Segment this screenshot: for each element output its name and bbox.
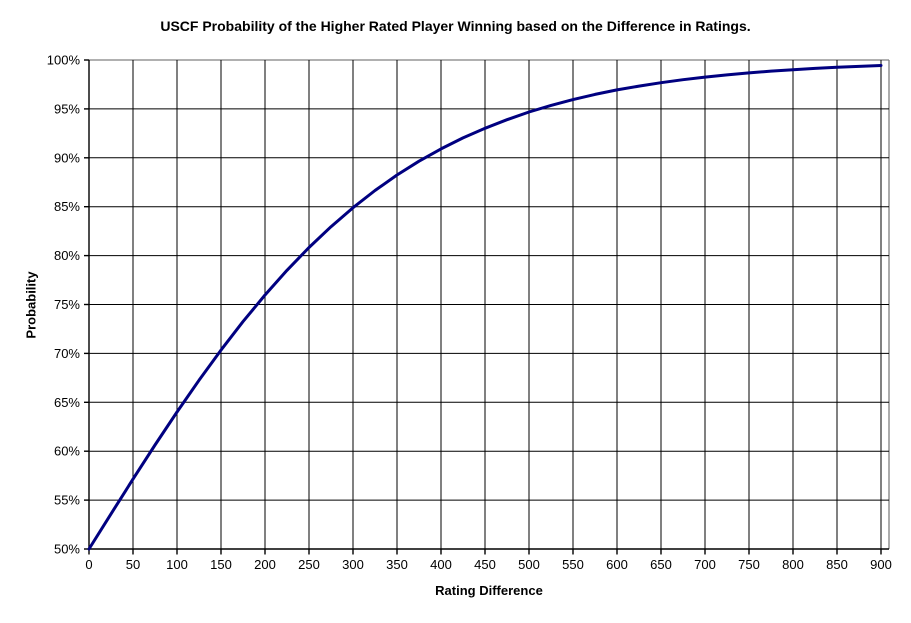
x-axis-title: Rating Difference xyxy=(435,583,543,598)
x-tick-label: 500 xyxy=(518,557,540,572)
x-tick-label: 100 xyxy=(166,557,188,572)
y-tick-label: 55% xyxy=(54,493,80,508)
y-tick-label: 70% xyxy=(54,346,80,361)
x-tick-label: 0 xyxy=(85,557,92,572)
x-tick-label: 150 xyxy=(210,557,232,572)
x-tick-label: 550 xyxy=(562,557,584,572)
chart-title: USCF Probability of the Higher Rated Pla… xyxy=(160,18,751,34)
x-tick-label: 350 xyxy=(386,557,408,572)
x-tick-label: 200 xyxy=(254,557,276,572)
y-tick-label: 100% xyxy=(47,53,81,68)
y-tick-label: 95% xyxy=(54,101,80,116)
y-tick-label: 50% xyxy=(54,542,80,557)
x-tick-label: 400 xyxy=(430,557,452,572)
x-tick-label: 50 xyxy=(126,557,140,572)
y-tick-label: 75% xyxy=(54,297,80,312)
x-tick-label: 700 xyxy=(694,557,716,572)
probability-curve xyxy=(87,64,883,551)
x-tick-label: 650 xyxy=(650,557,672,572)
y-tick-label: 85% xyxy=(54,199,80,214)
x-tick-label: 800 xyxy=(782,557,804,572)
y-tick-label: 90% xyxy=(54,150,80,165)
x-tick-label: 750 xyxy=(738,557,760,572)
x-tick-label: 450 xyxy=(474,557,496,572)
x-tick-label: 600 xyxy=(606,557,628,572)
x-tick-label: 300 xyxy=(342,557,364,572)
y-tick-label: 65% xyxy=(54,395,80,410)
x-tick-label: 850 xyxy=(826,557,848,572)
x-tick-label: 900 xyxy=(870,557,892,572)
y-tick-label: 60% xyxy=(54,444,80,459)
x-tick-label: 250 xyxy=(298,557,320,572)
y-tick-label: 80% xyxy=(54,248,80,263)
